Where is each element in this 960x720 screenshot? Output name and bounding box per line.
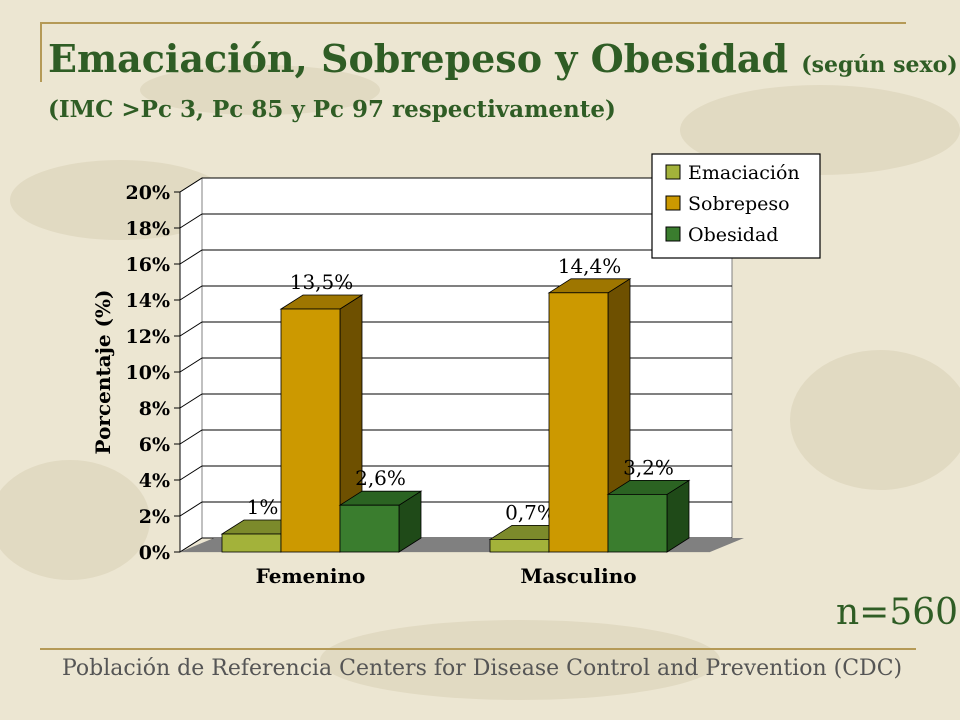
x-category-label: Masculino xyxy=(520,564,636,588)
y-tick-label: 2% xyxy=(139,506,170,528)
y-tick-label: 0% xyxy=(139,542,170,564)
slide-title-main: Emaciación, Sobrepeso y Obesidad xyxy=(48,36,789,81)
legend-swatch xyxy=(665,164,681,180)
y-tick-label: 18% xyxy=(126,218,171,240)
legend-label: Obesidad xyxy=(688,224,778,246)
bar xyxy=(489,539,550,553)
data-label: 3,2% xyxy=(623,455,674,479)
sample-size-label: n=560 xyxy=(836,592,959,633)
data-label: 2,6% xyxy=(355,466,406,490)
y-tick-label: 16% xyxy=(126,254,171,276)
title-rule xyxy=(40,22,906,24)
bar xyxy=(280,308,341,553)
y-axis-title: Porcentaje (%) xyxy=(91,290,115,455)
data-label: 14,4% xyxy=(558,254,622,278)
y-tick-label: 4% xyxy=(139,470,170,492)
y-tick-label: 8% xyxy=(139,398,170,420)
y-tick-label: 10% xyxy=(126,362,171,384)
bar xyxy=(607,493,668,553)
y-tick-label: 20% xyxy=(126,182,171,204)
legend-swatch xyxy=(665,195,681,211)
y-tick-label: 12% xyxy=(126,326,171,348)
legend-swatch xyxy=(665,226,681,242)
footer-source: Población de Referencia Centers for Dise… xyxy=(62,656,903,681)
bar xyxy=(339,504,400,553)
title-rule-left xyxy=(40,22,42,82)
x-category-label: Femenino xyxy=(256,564,366,588)
footer-rule xyxy=(40,648,916,650)
y-tick-label: 14% xyxy=(126,290,171,312)
slide-title-suffix: (según sexo) xyxy=(801,52,958,78)
legend-label: Sobrepeso xyxy=(688,193,790,215)
y-tick-label: 6% xyxy=(139,434,170,456)
legend-label: Emaciación xyxy=(688,162,800,184)
gridline xyxy=(179,177,732,193)
slide-subtitle: (IMC >Pc 3, Pc 85 y Pc 97 respectivament… xyxy=(48,96,616,123)
bar xyxy=(548,292,609,553)
data-label: 13,5% xyxy=(290,270,354,294)
gridline xyxy=(179,249,732,265)
gridline xyxy=(179,285,732,301)
gridline xyxy=(179,213,732,229)
data-label: 1% xyxy=(247,495,279,519)
bar xyxy=(221,533,282,553)
slide-title: Emaciación, Sobrepeso y Obesidad (según … xyxy=(48,36,958,81)
data-label: 0,7% xyxy=(505,500,556,524)
